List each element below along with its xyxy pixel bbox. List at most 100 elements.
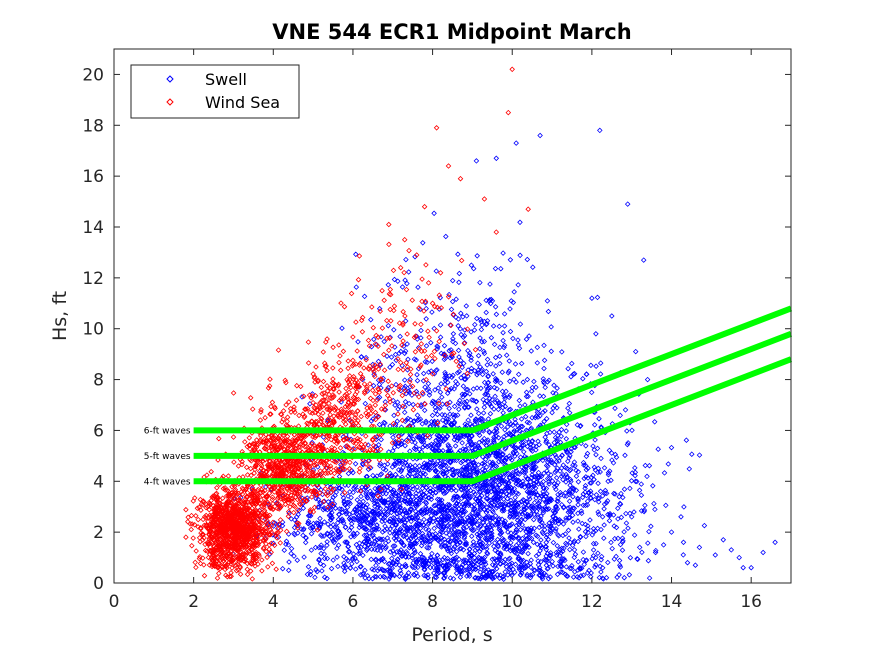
point-swell <box>342 482 348 488</box>
point-swell <box>385 496 392 503</box>
point-swell <box>455 519 462 525</box>
point-swell <box>451 471 457 478</box>
point-swell <box>432 489 439 496</box>
point-swell <box>451 530 458 537</box>
point-swell <box>446 527 452 533</box>
point-swell <box>318 550 324 557</box>
point-swell <box>501 399 507 406</box>
point-swell <box>475 534 482 541</box>
point-swell <box>307 571 314 578</box>
point-swell <box>404 462 411 469</box>
point-swell <box>470 459 477 466</box>
point-swell <box>421 407 428 414</box>
point-swell <box>478 563 484 569</box>
point-swell <box>373 574 380 580</box>
point-swell <box>390 501 397 508</box>
point-swell <box>409 506 415 513</box>
point-swell <box>348 494 354 501</box>
point-swell <box>463 539 469 546</box>
point-swell <box>446 419 452 426</box>
point-swell <box>432 407 439 414</box>
point-swell <box>394 533 400 539</box>
point-swell <box>367 488 373 494</box>
point-swell <box>389 506 396 512</box>
point-swell <box>452 555 458 561</box>
point-swell <box>319 533 325 539</box>
point-swell <box>416 501 422 507</box>
point-swell <box>451 419 458 425</box>
point-swell <box>394 399 401 405</box>
point-swell <box>462 541 468 548</box>
point-swell <box>509 457 515 463</box>
point-swell <box>399 553 406 559</box>
point-swell <box>407 431 413 438</box>
point-swell <box>485 385 492 391</box>
point-swell <box>418 494 424 500</box>
point-swell <box>356 524 363 531</box>
point-swell <box>524 376 531 383</box>
point-swell <box>553 475 560 481</box>
point-swell <box>394 548 400 555</box>
point-swell <box>491 502 497 508</box>
point-swell <box>420 444 426 450</box>
point-swell <box>544 468 550 474</box>
point-swell <box>426 467 433 473</box>
point-swell <box>460 467 466 473</box>
point-swell <box>439 529 446 535</box>
point-swell <box>372 443 379 450</box>
point-swell <box>396 573 403 580</box>
point-swell <box>300 532 306 539</box>
point-swell <box>427 507 434 514</box>
point-swell <box>494 429 500 435</box>
point-swell <box>585 529 591 536</box>
point-swell <box>401 506 408 513</box>
point-swell <box>341 553 347 560</box>
point-swell <box>413 444 419 450</box>
point-swell <box>492 393 498 400</box>
point-swell <box>324 531 331 537</box>
point-swell <box>565 527 572 534</box>
point-swell <box>516 519 523 525</box>
point-swell <box>531 499 538 506</box>
point-swell <box>397 530 403 536</box>
point-swell <box>392 402 398 408</box>
point-swell <box>390 543 396 549</box>
point-swell <box>387 568 394 574</box>
point-swell <box>470 465 477 472</box>
point-swell <box>472 418 479 425</box>
point-swell <box>507 431 514 438</box>
point-swell <box>490 509 496 515</box>
point-swell <box>540 378 547 385</box>
point-swell <box>376 421 383 428</box>
point-swell <box>366 530 373 536</box>
point-swell <box>406 574 412 580</box>
point-swell <box>554 571 561 578</box>
point-swell <box>507 392 513 399</box>
point-swell <box>376 394 383 401</box>
point-swell <box>451 403 458 410</box>
point-swell <box>364 573 371 579</box>
point-swell <box>499 508 506 514</box>
point-swell <box>305 513 312 519</box>
point-swell <box>412 532 418 538</box>
point-swell <box>509 560 515 567</box>
point-swell <box>479 437 486 444</box>
point-swell <box>324 542 330 549</box>
point-swell <box>402 404 408 410</box>
point-swell <box>316 504 322 510</box>
point-swell <box>491 436 497 443</box>
point-swell <box>485 392 491 398</box>
point-swell <box>313 566 319 573</box>
point-swell <box>406 471 413 477</box>
point-swell <box>375 395 381 402</box>
point-swell <box>508 497 514 504</box>
point-swell <box>368 418 375 424</box>
point-swell <box>520 379 526 385</box>
point-swell <box>559 569 566 576</box>
point-swell <box>453 538 459 544</box>
point-swell <box>405 554 412 560</box>
point-swell <box>471 558 478 565</box>
point-swell <box>437 561 444 567</box>
point-swell <box>402 563 409 570</box>
point-swell <box>479 460 486 467</box>
